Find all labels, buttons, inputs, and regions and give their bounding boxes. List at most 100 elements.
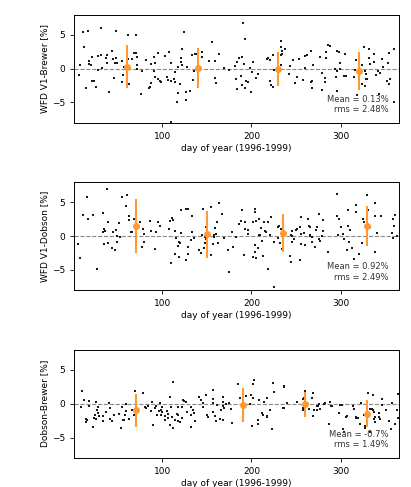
Point bbox=[200, 403, 207, 411]
Point bbox=[332, 74, 339, 81]
Point bbox=[344, 222, 351, 229]
Point bbox=[213, 79, 219, 87]
Point bbox=[383, 406, 389, 414]
Point bbox=[113, 232, 120, 240]
Point bbox=[287, 252, 293, 260]
Point bbox=[103, 51, 110, 59]
Point bbox=[113, 59, 120, 67]
Point bbox=[231, 62, 238, 70]
Point bbox=[373, 71, 379, 79]
Point bbox=[148, 407, 154, 415]
Point bbox=[266, 76, 273, 84]
Point bbox=[312, 226, 319, 234]
Point bbox=[320, 227, 326, 235]
Point bbox=[76, 61, 83, 69]
Point bbox=[226, 399, 232, 407]
Point bbox=[103, 54, 109, 62]
Point bbox=[91, 76, 97, 84]
Point bbox=[175, 89, 182, 97]
Point bbox=[78, 403, 85, 411]
Point bbox=[210, 399, 217, 407]
Point bbox=[314, 406, 320, 414]
Point bbox=[154, 411, 161, 418]
Point bbox=[372, 199, 379, 207]
Point bbox=[364, 190, 370, 198]
Point bbox=[255, 416, 261, 424]
Point bbox=[152, 59, 159, 67]
Point bbox=[199, 231, 206, 239]
Point bbox=[234, 58, 240, 66]
Point bbox=[342, 50, 348, 58]
Point bbox=[111, 59, 118, 67]
Point bbox=[336, 215, 342, 223]
Point bbox=[339, 401, 345, 409]
Point bbox=[92, 414, 99, 422]
Point bbox=[100, 228, 106, 236]
Point bbox=[305, 222, 312, 229]
Point bbox=[353, 413, 360, 421]
Point bbox=[116, 233, 123, 241]
Point bbox=[300, 404, 307, 412]
Point bbox=[350, 255, 357, 263]
Point bbox=[328, 402, 335, 410]
Point bbox=[93, 83, 99, 91]
Point bbox=[155, 219, 161, 226]
Point bbox=[210, 233, 217, 241]
Point bbox=[126, 415, 132, 423]
Point bbox=[392, 211, 398, 219]
Point bbox=[356, 250, 362, 258]
Point bbox=[163, 407, 170, 415]
Point bbox=[157, 406, 164, 413]
Point bbox=[238, 54, 245, 61]
Point bbox=[142, 403, 148, 411]
Point bbox=[129, 55, 136, 62]
Point bbox=[134, 54, 140, 61]
Point bbox=[184, 408, 191, 416]
Point bbox=[168, 59, 175, 67]
Point bbox=[84, 416, 90, 424]
Point bbox=[75, 240, 82, 248]
Point bbox=[123, 202, 129, 209]
Point bbox=[353, 208, 359, 216]
Point bbox=[91, 411, 98, 419]
Point bbox=[81, 396, 88, 404]
Point bbox=[119, 193, 125, 201]
Point bbox=[252, 74, 259, 82]
Point bbox=[386, 80, 392, 88]
Point bbox=[267, 81, 274, 89]
Point bbox=[394, 406, 400, 413]
Point bbox=[261, 218, 268, 225]
Point bbox=[262, 228, 269, 236]
Point bbox=[211, 232, 218, 240]
Point bbox=[214, 401, 220, 409]
Point bbox=[179, 45, 185, 53]
Point bbox=[133, 49, 139, 57]
Point bbox=[204, 412, 211, 419]
Point bbox=[221, 64, 227, 72]
Point bbox=[358, 239, 365, 247]
Point bbox=[104, 58, 111, 66]
Point bbox=[362, 82, 368, 90]
Point bbox=[95, 52, 101, 60]
Point bbox=[90, 423, 97, 431]
Point bbox=[173, 410, 180, 418]
Point bbox=[110, 55, 116, 63]
Point bbox=[308, 233, 315, 241]
Point bbox=[120, 71, 126, 79]
Y-axis label: Dobson-Brewer [%]: Dobson-Brewer [%] bbox=[40, 360, 49, 448]
Point bbox=[252, 241, 259, 248]
Point bbox=[106, 399, 113, 407]
Point bbox=[322, 399, 328, 407]
Point bbox=[113, 226, 120, 234]
Point bbox=[184, 63, 190, 71]
Point bbox=[377, 69, 383, 77]
Point bbox=[275, 234, 281, 242]
Point bbox=[322, 74, 328, 82]
Point bbox=[360, 411, 367, 419]
Point bbox=[323, 48, 330, 56]
Point bbox=[236, 220, 242, 228]
Point bbox=[211, 75, 218, 82]
Point bbox=[139, 244, 145, 251]
Point bbox=[365, 206, 372, 214]
Point bbox=[287, 62, 293, 70]
